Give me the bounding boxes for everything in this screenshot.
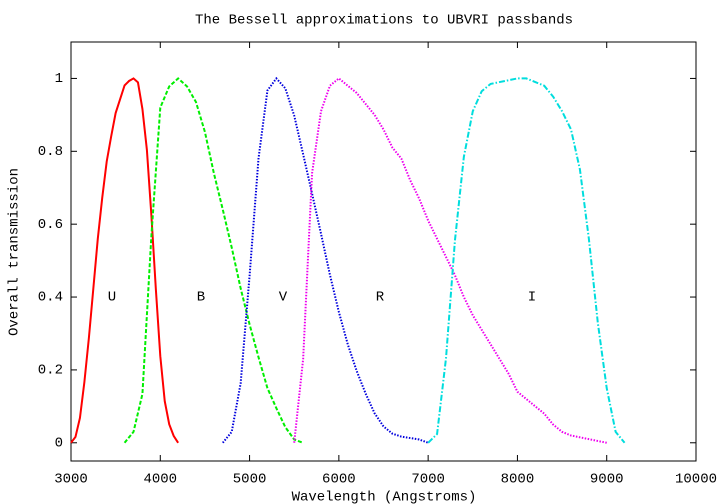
- chart-title: The Bessell approximations to UBVRI pass…: [195, 13, 573, 29]
- y-axis-label: Overall transmission: [7, 168, 23, 336]
- series-label: I: [528, 290, 536, 306]
- plot-frame: [70, 41, 697, 462]
- series-label: V: [279, 290, 288, 306]
- x-tick-label: 6000: [322, 472, 356, 488]
- series-line: [427, 77, 626, 444]
- y-tick-label: 0.2: [38, 363, 63, 379]
- x-tick-label: 9000: [590, 472, 624, 488]
- y-tick-label: 0.6: [38, 217, 63, 233]
- series-label: B: [197, 290, 205, 306]
- series-line: [70, 77, 179, 444]
- series-label: R: [376, 290, 385, 306]
- x-tick-label: 3000: [54, 472, 88, 488]
- y-tick-label: 0.4: [38, 290, 63, 306]
- y-tick-label: 0: [55, 435, 63, 451]
- y-tick-label: 0.8: [38, 144, 63, 160]
- series-line: [222, 76, 429, 444]
- x-axis-label: Wavelength (Angstroms): [292, 490, 477, 504]
- x-tick-label: 4000: [143, 472, 177, 488]
- x-tick-label: 7000: [411, 472, 445, 488]
- x-tick-label: 10000: [675, 472, 717, 488]
- y-tick-label: 1: [55, 71, 63, 87]
- series-line: [293, 77, 607, 444]
- series-line: [123, 77, 304, 444]
- x-tick-label: 8000: [501, 472, 535, 488]
- series-label: U: [108, 290, 116, 306]
- x-tick-label: 5000: [233, 472, 267, 488]
